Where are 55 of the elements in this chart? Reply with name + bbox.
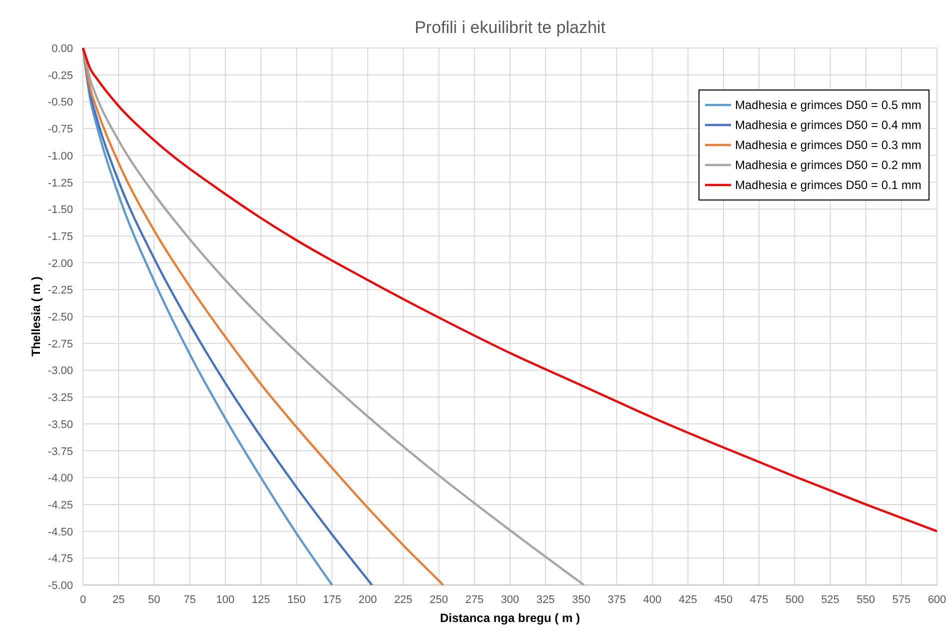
y-tick-label: -2.00 — [48, 258, 73, 270]
y-tick-label: -3.50 — [48, 418, 73, 431]
y-tick-label: -4.25 — [48, 499, 73, 512]
y-tick-label: -0.25 — [48, 70, 73, 82]
x-tick-label: 500 — [785, 594, 804, 606]
x-tick-label: 325 — [536, 594, 555, 606]
legend-label: Madhesia e grimces D50 = 0.1 mm — [735, 178, 922, 192]
x-tick-label: 0 — [80, 594, 86, 606]
x-tick-label: 450 — [714, 594, 733, 606]
x-tick-label: 150 — [287, 594, 306, 606]
x-axis-title: Distanca nga bregu ( m ) — [440, 611, 580, 625]
legend-label: Madhesia e grimces D50 = 0.4 mm — [735, 118, 922, 132]
x-tick-label: 475 — [750, 594, 768, 606]
x-tick-label: 300 — [500, 594, 520, 606]
x-tick-label: 75 — [184, 594, 196, 606]
x-tick-label: 200 — [358, 594, 377, 606]
x-tick-label: 600 — [928, 594, 946, 606]
y-axis-title: Thellesia ( m ) — [29, 276, 43, 357]
x-tick-label: 225 — [394, 594, 412, 606]
y-tick-label: -3.25 — [48, 392, 73, 404]
y-tick-label: -3.75 — [48, 446, 73, 458]
x-tick-label: 350 — [572, 594, 590, 606]
legend-label: Madhesia e grimces D50 = 0.3 mm — [735, 138, 922, 152]
y-tick-label: -1.50 — [48, 204, 73, 216]
y-tick-label: -1.75 — [48, 230, 73, 243]
legend-label: Madhesia e grimces D50 = 0.5 mm — [735, 98, 922, 112]
x-tick-label: 50 — [148, 594, 160, 606]
chart-title: Profili i ekuilibrit te plazhit — [414, 18, 606, 37]
y-tick-label: 0.00 — [52, 43, 73, 55]
x-tick-label: 425 — [678, 594, 698, 606]
x-tick-label: 375 — [608, 594, 626, 606]
y-tick-label: -0.50 — [48, 96, 73, 109]
y-tick-label: -2.75 — [48, 338, 73, 350]
x-tick-label: 575 — [892, 594, 911, 606]
x-tick-label: 125 — [252, 594, 270, 606]
x-tick-label: 275 — [465, 594, 484, 606]
line-series — [82, 46, 586, 586]
y-tick-label: -3.00 — [48, 365, 73, 378]
y-tick-label: -1.00 — [48, 150, 73, 162]
x-tick-label: 25 — [112, 594, 125, 606]
x-tick-label: 175 — [322, 594, 342, 606]
legend-label: Madhesia e grimces D50 = 0.2 mm — [735, 158, 922, 172]
x-tick-label: 525 — [821, 594, 840, 606]
y-tick-label: -2.25 — [48, 284, 73, 297]
y-tick-label: -2.50 — [48, 312, 73, 324]
y-tick-label: -4.50 — [48, 526, 73, 538]
x-tick-label: 400 — [643, 594, 662, 606]
y-tick-label: -5.00 — [48, 580, 73, 592]
y-tick-label: -4.00 — [48, 472, 73, 485]
x-tick-label: 100 — [216, 594, 235, 606]
y-tick-label: -1.25 — [48, 177, 73, 190]
y-tick-label: -4.75 — [48, 553, 73, 566]
x-tick-label: 250 — [430, 594, 448, 606]
x-tick-label: 550 — [856, 594, 876, 606]
y-tick-label: -0.75 — [48, 124, 73, 136]
